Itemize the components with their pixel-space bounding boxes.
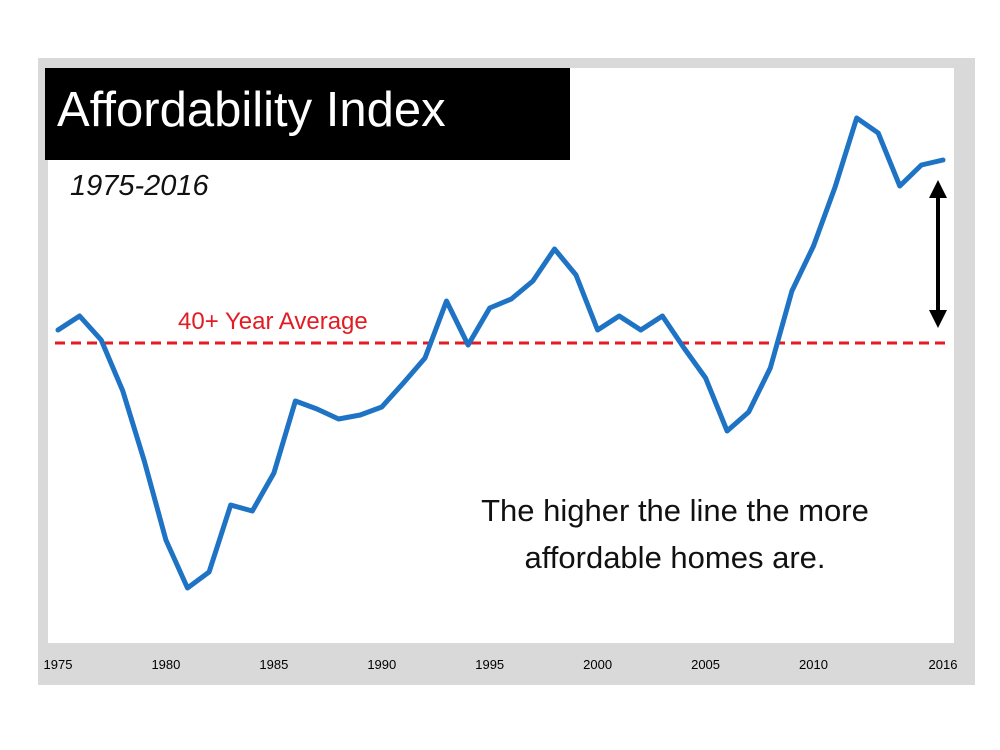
average-line-label: 40+ Year Average: [178, 308, 368, 335]
x-tick-label: 2016: [929, 657, 958, 672]
plot-area: [48, 68, 954, 643]
x-tick-label: 2005: [691, 657, 720, 672]
annotation-text: The higher the line the more affordable …: [440, 488, 910, 581]
affordability-series-line: [55, 115, 946, 591]
title-banner: [45, 68, 570, 160]
x-tick-label: 2010: [799, 657, 828, 672]
x-tick-label: 1995: [475, 657, 504, 672]
chart-subtitle: 1975-2016: [70, 170, 209, 202]
x-tick-label: 1985: [259, 657, 288, 672]
x-tick-label: 1975: [44, 657, 73, 672]
annotation-line-1: The higher the line the more: [481, 493, 869, 528]
arrow-head-down: [929, 310, 947, 328]
x-tick-label: 1990: [367, 657, 396, 672]
x-tick-label: 1980: [151, 657, 180, 672]
annotation-line-2: affordable homes are.: [524, 539, 826, 575]
x-tick-label: 2000: [583, 657, 612, 672]
arrow-head-up: [929, 180, 947, 198]
chart-title: Affordability Index: [57, 83, 446, 137]
